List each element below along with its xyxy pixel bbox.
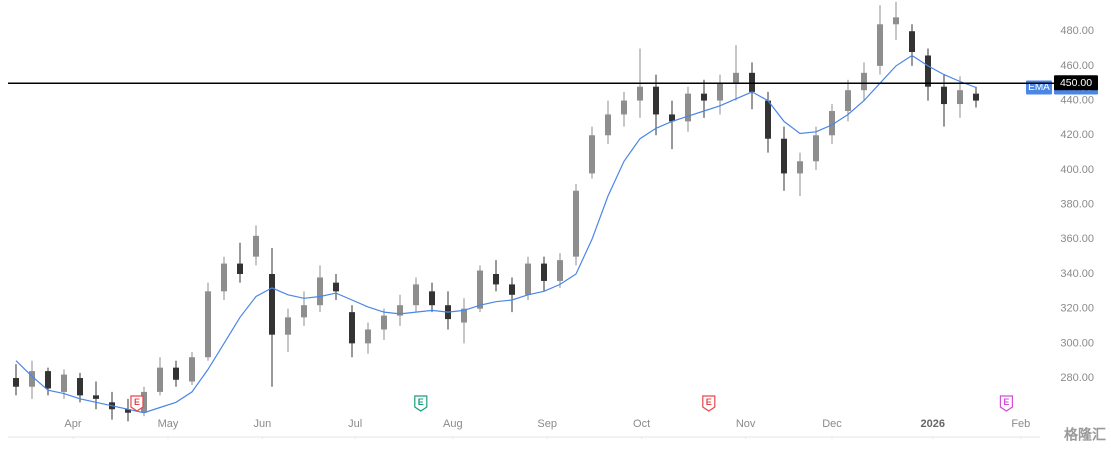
candle-body <box>669 114 675 122</box>
candle-body <box>29 371 35 387</box>
x-tick-label: 2026 <box>921 418 945 430</box>
price-label: 450.00 <box>1060 77 1092 89</box>
candle-body <box>253 235 259 257</box>
candle-body <box>13 378 19 387</box>
event-marker <box>999 395 1013 412</box>
candle-body <box>397 305 403 316</box>
candle-body <box>349 312 355 344</box>
candle-body <box>637 86 643 101</box>
candle-body <box>381 315 387 330</box>
candle-body <box>189 357 195 382</box>
event-label: E <box>134 397 140 407</box>
candle-body <box>685 93 691 122</box>
candle-body <box>525 263 531 295</box>
event-marker <box>414 395 428 412</box>
x-tick-label: Nov <box>736 418 756 430</box>
candle-body <box>461 308 467 323</box>
x-tick-label: Aug <box>443 418 463 430</box>
candle-body <box>45 371 51 389</box>
y-tick-label: 440.00 <box>1060 94 1094 106</box>
candle-body <box>157 367 163 392</box>
event-label: E <box>706 397 712 407</box>
x-tick-label: Feb <box>1011 418 1030 430</box>
candle-body <box>557 260 563 281</box>
watermark: 格隆汇 <box>1064 427 1106 443</box>
candle-body <box>749 72 755 92</box>
candle-body <box>829 110 835 136</box>
candle-body <box>509 284 515 295</box>
candle-body <box>285 317 291 335</box>
candle-body <box>365 329 371 344</box>
candle-body <box>765 100 771 139</box>
candle-body <box>93 395 99 399</box>
candle-body <box>541 263 547 281</box>
candle-body <box>269 273 275 335</box>
event-marker <box>130 395 144 412</box>
candle-body <box>973 93 979 101</box>
candle-body <box>813 135 819 162</box>
candle-body <box>237 263 243 274</box>
candle-body <box>141 391 147 413</box>
candle-body <box>653 86 659 115</box>
candle-body <box>909 31 915 53</box>
candle-body <box>733 72 739 84</box>
price-label-box <box>1054 75 1098 91</box>
candle-body <box>861 72 867 91</box>
candle-body <box>125 409 131 413</box>
x-tick-label: Sep <box>537 418 557 430</box>
y-tick-label: 420.00 <box>1060 129 1094 141</box>
candle-body <box>605 114 611 136</box>
candle-body <box>893 17 899 25</box>
y-tick-label: 300.00 <box>1060 337 1094 349</box>
candle-body <box>717 83 723 101</box>
candle-body <box>317 277 323 306</box>
candle-body <box>413 284 419 306</box>
y-tick-label: 320.00 <box>1060 303 1094 315</box>
candle-body <box>573 190 579 257</box>
candle-body <box>621 100 627 115</box>
x-tick-label: Apr <box>64 418 81 430</box>
candle-body <box>941 86 947 105</box>
candle-body <box>493 273 499 285</box>
candle-body <box>205 291 211 358</box>
y-tick-label: 460.00 <box>1060 60 1094 72</box>
event-label: E <box>418 397 424 407</box>
y-tick-label: 340.00 <box>1060 268 1094 280</box>
ema-name-box <box>1026 80 1052 95</box>
event-label: E <box>1003 397 1009 407</box>
y-tick-label: 360.00 <box>1060 233 1094 245</box>
x-tick-label: Oct <box>633 418 650 430</box>
candle-body <box>429 291 435 306</box>
candle-body <box>77 378 83 396</box>
ema-line <box>15 54 977 414</box>
candle-body <box>61 374 67 392</box>
x-tick-label: May <box>158 418 179 430</box>
candle-body <box>845 90 851 111</box>
candle-body <box>925 55 931 87</box>
candle-body <box>589 135 595 174</box>
candle-body <box>477 270 483 309</box>
candle-body <box>877 24 883 66</box>
candle-body <box>957 90 963 105</box>
candle-body <box>781 138 787 174</box>
x-tick-label: Jun <box>254 418 272 430</box>
x-tick-label: Jul <box>348 418 362 430</box>
candle-body <box>797 161 803 174</box>
candle-body <box>701 93 707 101</box>
ema-name: EMA <box>1028 82 1050 93</box>
plot-area <box>13 1 979 422</box>
candle-body <box>301 305 307 318</box>
candle-body <box>333 282 339 292</box>
y-tick-label: 280.00 <box>1060 372 1094 384</box>
y-tick-label: 380.00 <box>1060 199 1094 211</box>
x-tick-label: Dec <box>822 418 842 430</box>
y-tick-label: 480.00 <box>1060 25 1094 37</box>
y-tick-label: 400.00 <box>1060 164 1094 176</box>
candle-body <box>173 367 179 380</box>
candle-body <box>221 263 227 292</box>
event-marker <box>702 395 716 412</box>
